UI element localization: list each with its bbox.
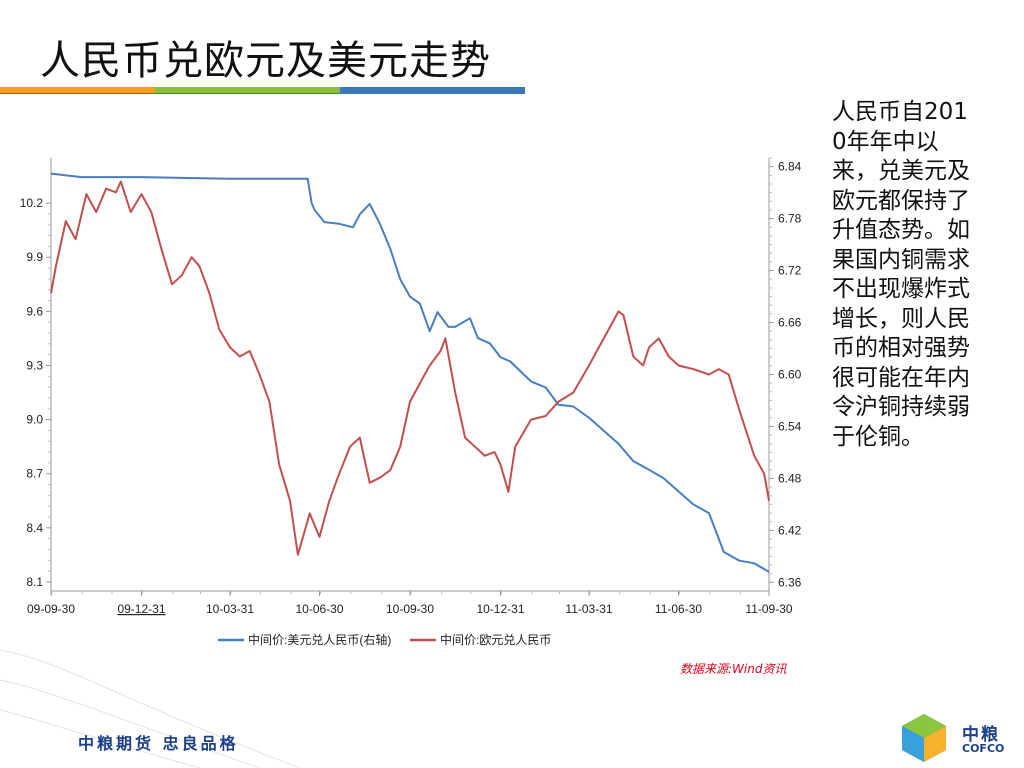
slide-title: 人民币兑欧元及美元走势	[40, 38, 491, 84]
cofco-logo-icon	[902, 714, 946, 762]
y-left-tick-label: 8.7	[26, 467, 43, 481]
footer-slogan: 中粮期货 忠良品格	[78, 734, 239, 753]
y-right-tick-label: 6.66	[778, 316, 802, 330]
exchange-rate-chart: 10.2 9.9 9.6 9.3 9.0 8.7 8.4 8.1 6.84 6.78 6.72 6.6…	[20, 157, 802, 647]
y-left-tick-label: 9.6	[26, 304, 43, 318]
y-right-tick-label: 6.48	[778, 471, 802, 485]
title-underline	[0, 87, 525, 94]
legend-label-usd: 中间价:美元兑人民币(右轴)	[248, 632, 391, 647]
y-right-tick-label: 6.42	[778, 523, 802, 537]
brand-sub: COFCO	[962, 742, 1005, 755]
y-left-tick-label: 9.3	[26, 358, 43, 372]
footer-wave-decoration	[0, 649, 301, 768]
x-tick-label: 11-06-30	[655, 602, 702, 616]
brand-name: 中粮	[962, 725, 1000, 745]
x-tick-label: 10-09-30	[386, 602, 434, 616]
y-left-tick-label: 9.9	[26, 250, 43, 264]
x-tick-label: 10-12-31	[476, 602, 524, 616]
y-right-tick-label: 6.72	[778, 264, 802, 278]
x-tick-label: 11-09-30	[745, 602, 792, 616]
x-tick-label: 11-03-31	[565, 602, 612, 616]
usd-cny-series-line	[50, 172, 770, 573]
y-left-tick-label: 8.4	[26, 521, 43, 535]
legend-label-eur: 中间价:欧元兑人民币	[440, 632, 551, 647]
y-right-tick-label: 6.84	[778, 160, 802, 174]
y-right-tick-label: 6.36	[778, 575, 802, 589]
y-right-tick-label: 6.54	[778, 419, 802, 433]
y-left-tick-label: 9.0	[26, 413, 43, 427]
y-right-tick-label: 6.60	[778, 368, 802, 382]
y-right-tick-label: 6.78	[778, 212, 802, 226]
commentary-text: 人民币自2010年年中以来，兑美元及欧元都保持了升值态势。如果国内铜需求不出现爆…	[832, 99, 970, 450]
x-tick-label: 10-03-31	[206, 602, 254, 616]
y-left-tick-label: 8.1	[26, 575, 43, 589]
data-source-note: 数据来源:Wind资讯	[680, 662, 787, 676]
eur-cny-series-line	[50, 180, 770, 556]
y-left-tick-label: 10.2	[20, 196, 44, 210]
x-tick-label: 10-06-30	[295, 602, 343, 616]
x-tick-label: 09-12-31	[117, 602, 165, 616]
x-tick-label: 09-09-30	[27, 602, 75, 616]
